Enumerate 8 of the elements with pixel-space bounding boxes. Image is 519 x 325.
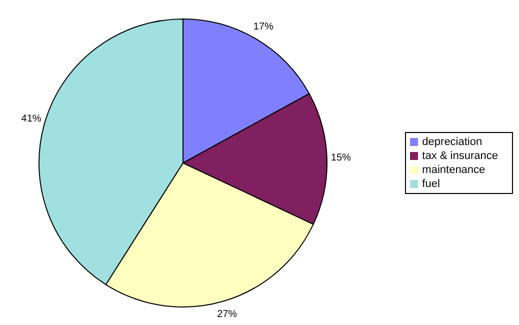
legend-label: depreciation [422,136,482,148]
data-label: 15% [330,152,352,164]
legend-label: fuel [422,178,440,190]
data-label: 17% [253,22,274,33]
data-label: 27% [217,309,238,320]
legend-label: tax & insurance [422,150,498,162]
data-label: 41% [21,113,42,124]
legend-label: maintenance [422,164,486,176]
